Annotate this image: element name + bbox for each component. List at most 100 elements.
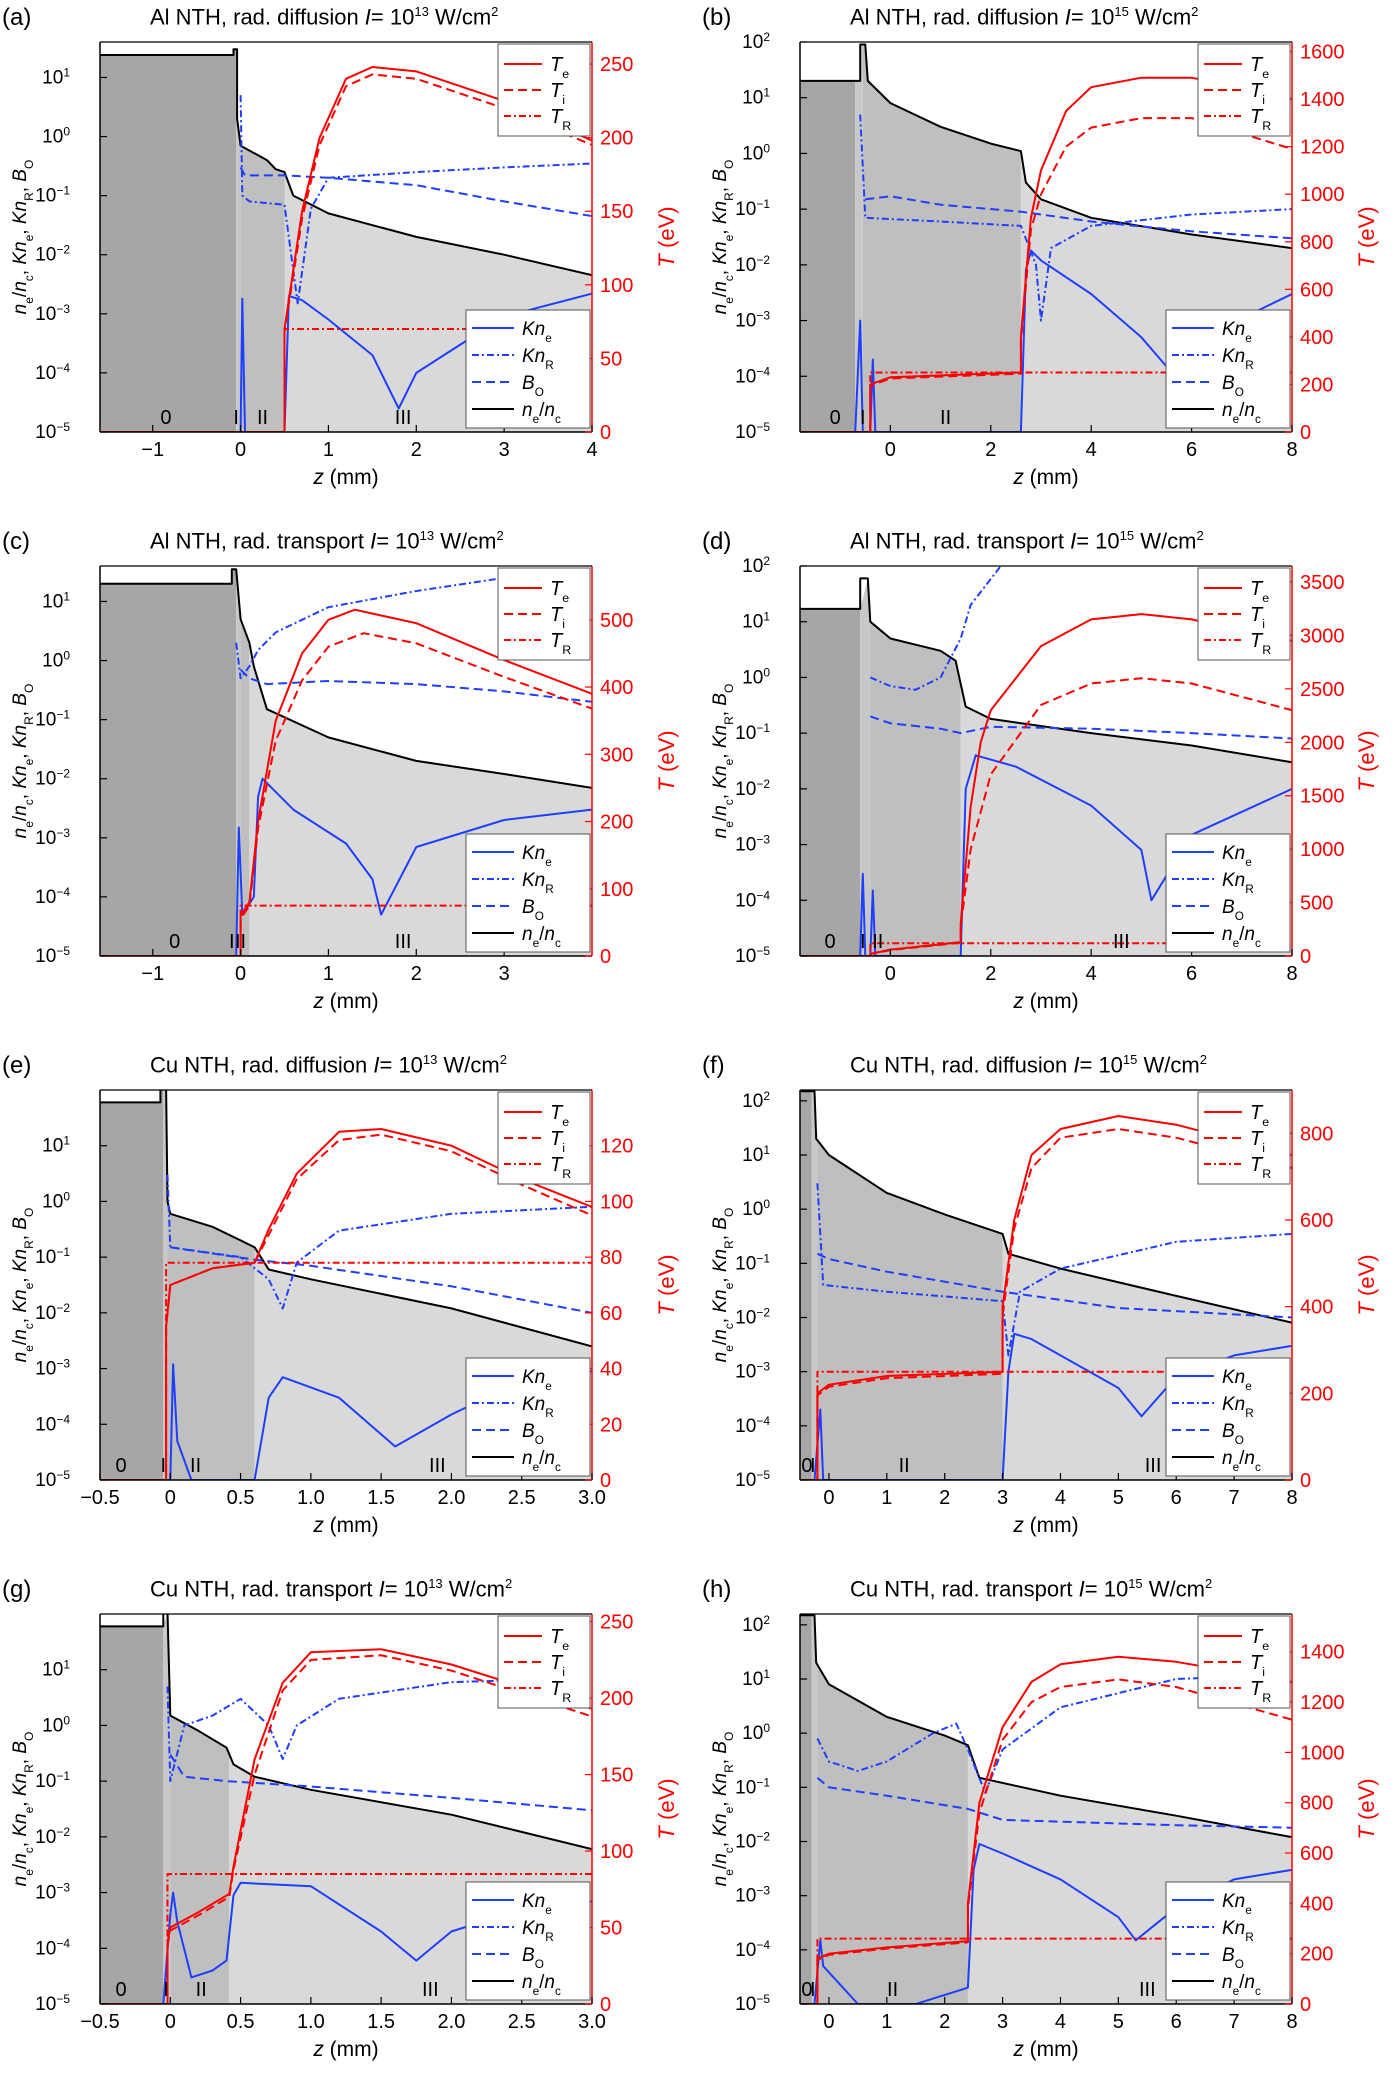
plot-area	[100, 568, 592, 956]
legend-label: KnR	[522, 346, 554, 372]
x-tick-label: 1.0	[297, 1487, 325, 1509]
series-line	[800, 1655, 1292, 2004]
y-axis-label: ne/nc, Kne, KnR, BO	[10, 1732, 36, 1887]
x-axis-label: z (mm)	[312, 1514, 378, 1537]
panel-title: Cu NTH, rad. transport I= 1015 W/cm2	[850, 1576, 1213, 1602]
y2-axis-label: T (eV)	[1354, 1778, 1379, 1839]
y2-tick-label: 0	[600, 422, 611, 444]
region-fill	[100, 569, 237, 956]
x-tick-label: 4	[1086, 963, 1097, 985]
region-label: 0	[116, 1455, 127, 1477]
x-tick-label: 8	[1286, 2011, 1297, 2033]
chart-svg: 0 I II III−1 0 1 2 3 4z (mm)10−510−410−310−210−1…	[10, 41, 679, 489]
panel-title: Al NTH, rad. transport I= 1015 W/cm2	[850, 528, 1204, 554]
legend-label: ne/nc	[522, 400, 561, 426]
y2-tick-label: 1000	[1300, 839, 1345, 861]
legend-label: BO	[522, 373, 544, 399]
series-line	[800, 1090, 1292, 1324]
y2-tick-label: 1000	[1300, 1742, 1345, 1764]
region-label: III	[429, 1455, 446, 1477]
x-tick-label: 1	[881, 2011, 892, 2033]
region-label: I	[233, 407, 239, 429]
x-tick-label: 3	[997, 1487, 1008, 1509]
y-axis-label: ne/nc, Kne, KnR, BO	[10, 1208, 36, 1363]
panel-label: (h)	[702, 1576, 732, 1603]
y-tick-label: 10−3	[735, 1884, 770, 1907]
legend-label: ne/nc	[522, 1972, 561, 1998]
panel-title: Al NTH, rad. diffusion I= 1015 W/cm2	[850, 4, 1199, 30]
y-tick-label: 10−3	[35, 826, 70, 849]
x-tick-label: 6	[1186, 439, 1197, 461]
y-axis-label: ne/nc, Kne, KnR, BO	[710, 1732, 736, 1887]
y2-tick-label: 50	[600, 1918, 622, 1940]
panel-label: (c)	[2, 528, 30, 555]
panel-a: (a) Al NTH, rad. diffusion I= 1013 W/cm2 0…	[0, 0, 700, 524]
series-line	[169, 1754, 592, 1812]
y-tick-label: 10−5	[735, 1992, 770, 2015]
y-axis-label: ne/nc, Kne, KnR, BO	[710, 1208, 736, 1363]
panel-label: (d)	[702, 528, 732, 555]
x-tick-label: 2.0	[438, 2011, 466, 2033]
x-tick-label: 0	[165, 2011, 176, 2033]
y-tick-label: 10−3	[35, 302, 70, 325]
y2-tick-label: 1000	[1300, 184, 1345, 206]
y-tick-label: 100	[742, 1197, 770, 1220]
y-tick-label: 10−3	[35, 1881, 70, 1904]
legend-label: Kne	[1222, 319, 1252, 345]
legend-label: Kne	[522, 843, 552, 869]
panel-c: (c) Al NTH, rad. transport I= 1013 W/cm2 0…	[0, 524, 700, 1048]
y2-tick-label: 400	[600, 677, 633, 699]
x-tick-label: 0	[165, 1487, 176, 1509]
x-axis-label: z (mm)	[312, 466, 378, 489]
series-line	[859, 114, 1292, 322]
region-label: 0	[830, 407, 841, 429]
x-tick-label: 4	[1055, 1487, 1066, 1509]
legend-label: Ti	[1250, 80, 1265, 107]
legend-label: BO	[522, 1421, 544, 1447]
y2-tick-label: 800	[1300, 1793, 1333, 1815]
series-line	[800, 1937, 1292, 2004]
region-label: I	[860, 407, 866, 429]
y-tick-label: 10−1	[735, 721, 770, 744]
series-line	[800, 577, 1292, 764]
region-fill	[817, 1664, 968, 2004]
y-tick-label: 102	[742, 1613, 770, 1636]
region-label: II	[196, 1979, 207, 2001]
region-label: 0	[825, 931, 836, 953]
panel-label: (b)	[702, 4, 732, 31]
panel-f: (f) Cu NTH, rad. diffusion I= 1015 W/cm2 0…	[700, 1048, 1400, 1572]
x-tick-label: 0	[235, 963, 246, 985]
panel-g: (g) Cu NTH, rad. transport I= 1013 W/cm2 0…	[0, 1572, 700, 2096]
x-tick-label: 4	[1086, 439, 1097, 461]
legend-label: KnR	[522, 1918, 554, 1944]
y2-tick-label: 3000	[1300, 625, 1345, 647]
series-line	[100, 1261, 592, 1480]
y-tick-label: 100	[42, 1713, 70, 1736]
legend-label: Ti	[550, 1652, 565, 1679]
y2-tick-label: 400	[1300, 1297, 1333, 1319]
y-tick-label: 100	[42, 649, 70, 672]
region-fill	[860, 578, 871, 956]
x-axis-label: z (mm)	[312, 990, 378, 1013]
series-line	[100, 73, 592, 432]
y2-axis-label: T (eV)	[654, 1254, 679, 1315]
y2-tick-label: 200	[600, 1688, 633, 1710]
x-tick-label: 2	[411, 439, 422, 461]
region-label: 0	[160, 407, 171, 429]
x-tick-label: 3	[499, 963, 510, 985]
x-tick-label: 2.5	[508, 2011, 536, 2033]
chart-svg: 0 I II III−0.5 0 0.5 1.0 1.5 2.0 2.5 3.0z (mm)10−5…	[10, 1612, 679, 2061]
region-label: III	[395, 931, 412, 953]
y-tick-label: 102	[742, 30, 770, 53]
y-tick-label: 10−5	[35, 1992, 70, 2015]
y-tick-label: 102	[742, 1089, 770, 1112]
legend-label: Te	[1250, 578, 1269, 605]
series-line	[800, 43, 1292, 250]
y2-tick-label: 1200	[1300, 1692, 1345, 1714]
y-tick-label: 102	[742, 554, 770, 577]
